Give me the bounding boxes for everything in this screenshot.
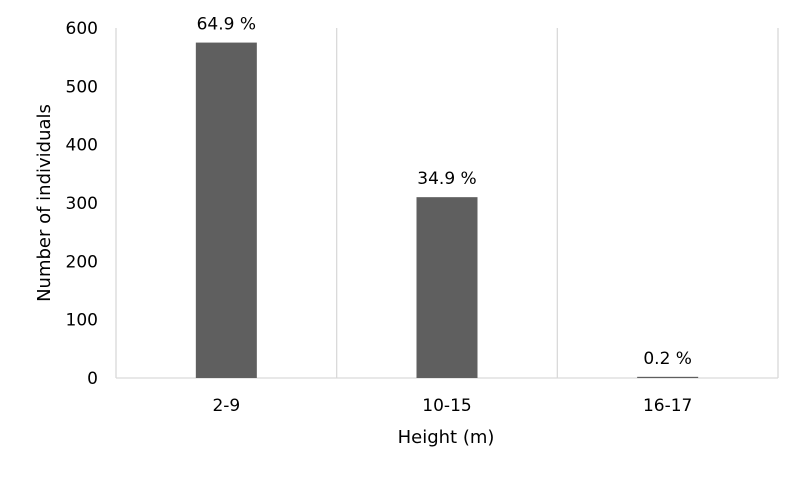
bar-10-15 (416, 197, 478, 378)
y-axis-ticks: 0 100 200 300 400 500 600 (66, 19, 98, 389)
data-labels: 64.9 % 34.9 % 0.2 % (197, 15, 692, 369)
x-axis-ticks: 2-9 10-15 16-17 (212, 396, 692, 416)
y-tick-label: 200 (66, 252, 98, 272)
y-tick-label: 500 (66, 77, 98, 97)
y-tick-label: 300 (66, 194, 98, 214)
y-tick-label: 600 (66, 19, 98, 39)
x-tick-label: 10-15 (422, 396, 471, 416)
data-label-10-15: 34.9 % (417, 169, 476, 189)
y-axis-title: Number of individuals (34, 104, 55, 302)
x-tick-label: 16-17 (643, 396, 692, 416)
y-tick-label: 400 (66, 136, 98, 156)
bars (195, 42, 699, 378)
y-tick-label: 100 (66, 311, 98, 331)
y-tick-label: 0 (87, 369, 98, 389)
x-tick-label: 2-9 (212, 396, 240, 416)
bar-2-9 (195, 42, 257, 378)
data-label-2-9: 64.9 % (197, 15, 256, 35)
x-axis-title: Height (m) (398, 427, 495, 448)
bar-16-17 (637, 376, 699, 378)
data-label-16-17: 0.2 % (643, 349, 692, 369)
